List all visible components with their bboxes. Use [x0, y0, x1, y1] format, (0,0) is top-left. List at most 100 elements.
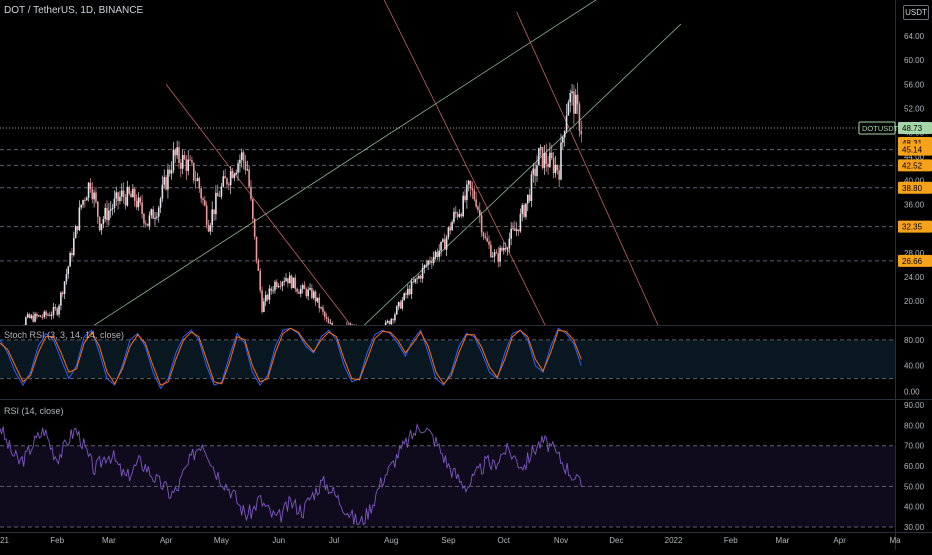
candle-down: [455, 211, 457, 214]
candle-down: [178, 147, 180, 163]
candle-down: [405, 293, 407, 295]
candle-up: [316, 297, 319, 302]
candle-up: [211, 209, 214, 226]
rsi-tick-label: 80.00: [904, 421, 925, 430]
candle-down: [431, 261, 433, 264]
candle-up: [539, 147, 542, 149]
candle-up: [312, 291, 315, 298]
candle-up: [536, 165, 538, 177]
price-tick-label: 52.00: [904, 104, 925, 113]
candle-up: [281, 282, 284, 287]
candle-down: [576, 94, 579, 105]
candle-down: [523, 204, 525, 217]
candle-down: [200, 188, 202, 199]
candle-up: [132, 188, 134, 198]
candle-up: [43, 311, 46, 318]
candle-up: [301, 285, 304, 289]
candle-up: [69, 253, 71, 267]
candle-down: [252, 199, 254, 219]
symbol-title: DOT / TetherUS, 1D, BINANCE: [4, 5, 144, 16]
candle-up: [320, 307, 322, 309]
symbol-label-box: [858, 121, 896, 135]
candle-up: [410, 281, 413, 295]
candle-down: [250, 186, 252, 200]
candle-up: [525, 203, 527, 217]
candle-down: [547, 164, 549, 168]
trendline: [363, 23, 682, 325]
price-tick-label: 44.00: [904, 152, 925, 161]
price-tick-label: 56.00: [904, 80, 925, 89]
candle-up: [285, 278, 287, 282]
candle-up: [104, 207, 106, 219]
candle-down: [130, 193, 132, 198]
candle-down: [228, 184, 230, 186]
candle-down: [261, 290, 263, 312]
time-tick-label: 2022: [665, 536, 683, 545]
candle-up: [264, 294, 267, 302]
candle-up: [26, 314, 29, 318]
candle-up: [519, 213, 522, 232]
candle-down: [128, 186, 130, 194]
candle-up: [506, 248, 509, 250]
price-tick-label: 28.00: [904, 249, 925, 258]
candle-up: [65, 273, 68, 282]
candle-up: [215, 192, 217, 215]
candle-down: [475, 199, 477, 207]
candle-down: [534, 168, 536, 177]
candle-up: [126, 186, 129, 206]
candle-up: [170, 170, 173, 174]
trendline: [516, 11, 659, 325]
candle-down: [488, 241, 490, 245]
candle-up: [148, 215, 151, 226]
candle-down: [276, 281, 278, 287]
candle-down: [473, 190, 476, 200]
candle-down: [311, 288, 313, 298]
candle-down: [323, 311, 326, 317]
candle-up: [344, 328, 346, 331]
candle-up: [379, 336, 381, 339]
candle-down: [165, 177, 167, 190]
candle-up: [187, 159, 190, 171]
candle-down: [318, 297, 321, 309]
candle-up: [512, 228, 514, 230]
candle-up: [493, 252, 496, 257]
candle-up: [239, 159, 241, 164]
price-tick-label: 60.00: [904, 56, 925, 65]
candle-down: [95, 192, 97, 202]
candle-down: [480, 215, 483, 233]
candle-up: [113, 198, 116, 208]
candle-up: [115, 192, 118, 199]
candle-up: [438, 250, 440, 257]
candle-up: [196, 178, 199, 181]
candle-up: [390, 319, 393, 325]
rsi-line: [0, 422, 582, 526]
candle-up: [102, 218, 105, 224]
candle-down: [224, 176, 226, 179]
candle-down: [460, 214, 463, 217]
time-tick-label: Mar: [776, 536, 790, 545]
candle-down: [388, 320, 391, 325]
candles-layer: [23, 82, 583, 339]
currency-badge[interactable]: USDT: [903, 5, 929, 20]
candle-down: [141, 202, 143, 214]
level-price-box: [898, 181, 932, 194]
candle-up: [229, 171, 232, 186]
trendline: [383, 0, 546, 325]
candle-down: [54, 307, 57, 309]
candle-down: [552, 158, 555, 174]
time-tick-label: Ma: [889, 536, 901, 545]
candle-down: [183, 155, 186, 160]
candle-up: [268, 288, 271, 300]
candle-down: [194, 180, 197, 182]
time-tick-label: Dec: [609, 536, 623, 545]
candle-up: [560, 142, 562, 180]
candle-down: [545, 153, 548, 165]
candle-down: [305, 289, 308, 297]
candle-up: [85, 197, 88, 201]
candle-up: [407, 288, 409, 295]
time-tick-label: Mar: [102, 536, 116, 545]
candle-down: [49, 314, 51, 316]
level-price-label: 26.66: [902, 257, 923, 266]
